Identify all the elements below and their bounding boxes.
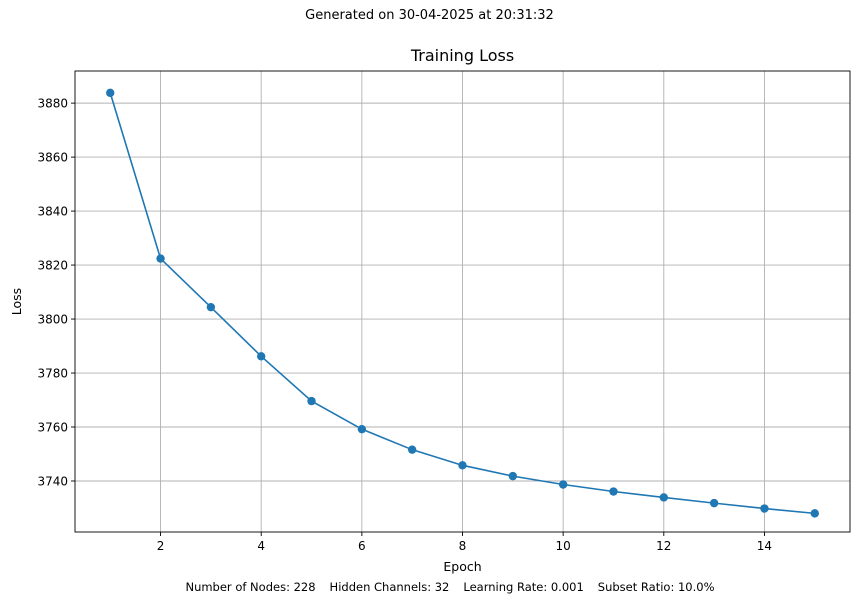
generated-timestamp: Generated on 30-04-2025 at 20:31:32 <box>305 8 554 23</box>
axis-ticks <box>71 102 765 536</box>
x-tick-label: 4 <box>257 539 265 553</box>
y-axis-label: Loss <box>9 288 24 315</box>
data-point <box>307 396 316 406</box>
y-tick-label: 3820 <box>37 259 68 273</box>
y-tick-label: 3840 <box>37 205 68 219</box>
y-tick-label: 3800 <box>37 313 68 327</box>
x-tick-label: 6 <box>358 539 366 553</box>
param-nodes: Number of Nodes: 228 <box>185 580 316 594</box>
plot-frame <box>74 70 851 533</box>
data-point <box>659 493 668 502</box>
x-tick-label: 14 <box>757 539 772 553</box>
y-tick-label: 3760 <box>37 421 68 435</box>
tick-labels: 2 4 6 8 10 12 14 3740 3760 3780 3800 3820 3840 3860 38… <box>37 97 772 553</box>
grid-lines <box>75 71 850 532</box>
data-point <box>609 487 618 496</box>
x-tick-label: 2 <box>157 539 165 553</box>
param-hidden-channels: Hidden Channels: 32 <box>329 580 450 594</box>
data-point <box>357 424 367 434</box>
data-point <box>206 302 216 312</box>
data-point <box>257 352 266 361</box>
data-point <box>760 504 769 513</box>
data-point <box>407 445 417 454</box>
y-tick-label: 3860 <box>37 151 68 165</box>
x-tick-label: 12 <box>656 539 671 553</box>
data-point <box>508 471 518 481</box>
y-tick-label: 3740 <box>37 474 68 488</box>
data-point <box>709 498 719 508</box>
run-parameters: Number of Nodes: 228 Hidden Channels: 32 L… <box>0 580 859 594</box>
series-markers <box>106 88 819 518</box>
data-point <box>458 461 467 470</box>
param-learning-rate: Learning Rate: 0.001 <box>463 580 584 594</box>
data-point <box>810 509 819 518</box>
x-tick-label: 10 <box>556 539 571 553</box>
data-point <box>156 254 165 263</box>
x-axis-label: Epoch <box>443 559 481 574</box>
data-point <box>558 480 568 489</box>
y-tick-label: 3780 <box>37 367 68 381</box>
data-point <box>106 88 115 98</box>
y-tick-label: 3880 <box>37 97 68 111</box>
param-subset-ratio: Subset Ratio: 10.0% <box>597 580 715 594</box>
chart-title: Training Loss <box>410 46 515 65</box>
x-tick-label: 8 <box>459 539 467 553</box>
